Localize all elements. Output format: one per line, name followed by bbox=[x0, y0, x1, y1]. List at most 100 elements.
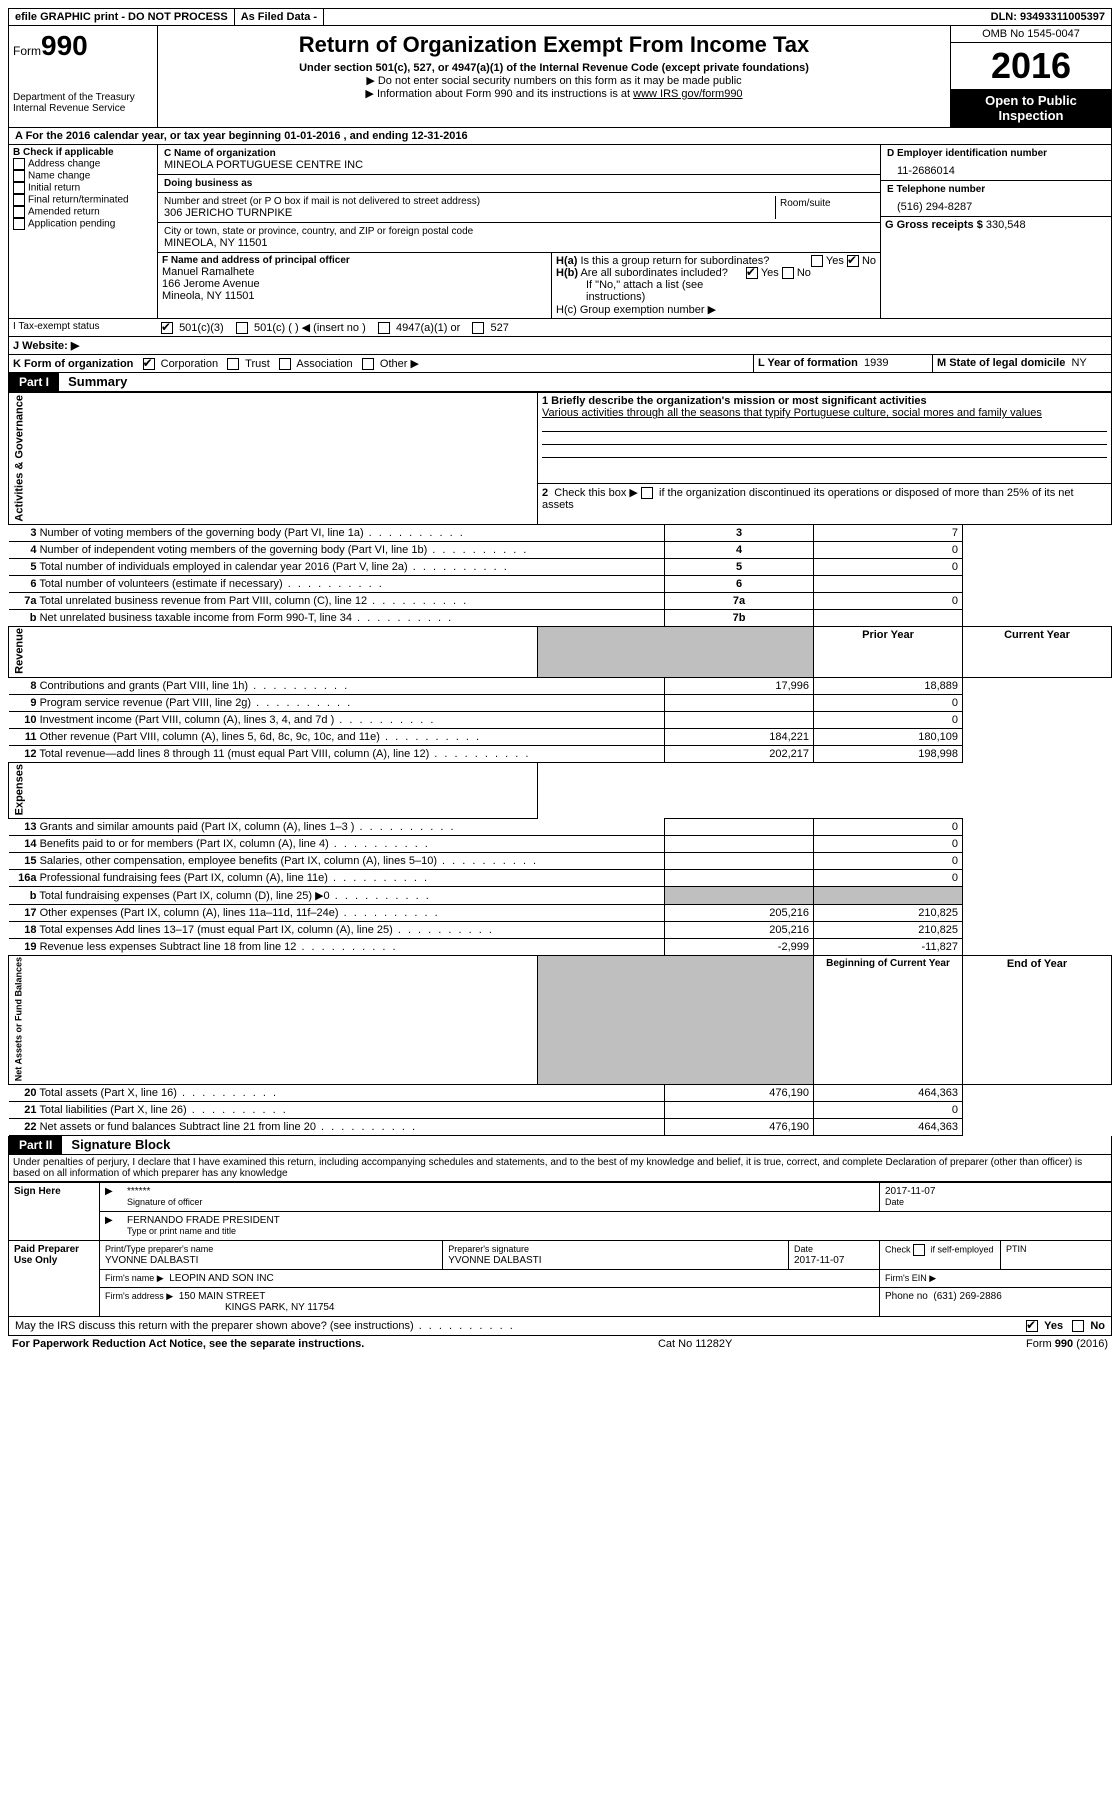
i-501c3[interactable] bbox=[161, 322, 173, 334]
row-a-tax-year: A For the 2016 calendar year, or tax yea… bbox=[8, 128, 1112, 145]
sig-officer-label: Signature of officer bbox=[127, 1197, 202, 1207]
officer-addr1: 166 Jerome Avenue bbox=[162, 278, 547, 290]
asfiled-label: As Filed Data - bbox=[235, 9, 324, 25]
firm-ein: Firm's EIN ▶ bbox=[880, 1270, 1112, 1288]
b-checkbox[interactable] bbox=[13, 206, 25, 218]
i-options: 501(c)(3) 501(c) ( ) ◀ (insert no ) 4947… bbox=[157, 319, 1111, 336]
firm-addr1: 150 MAIN STREET bbox=[179, 1291, 266, 1302]
phone-label: E Telephone number bbox=[887, 184, 1105, 195]
b-checkbox[interactable] bbox=[13, 158, 25, 170]
footer-right: Form 990 (2016) bbox=[1026, 1338, 1108, 1350]
form-subtitle: Under section 501(c), 527, or 4947(a)(1)… bbox=[166, 62, 942, 74]
b-item: Amended return bbox=[13, 206, 153, 218]
footer-left: For Paperwork Reduction Act Notice, see … bbox=[12, 1338, 364, 1350]
q2-checkbox[interactable] bbox=[641, 487, 653, 499]
prep-name-label: Print/Type preparer's name bbox=[105, 1244, 213, 1254]
type-name-label: Type or print name and title bbox=[127, 1226, 236, 1236]
b-item: Final return/terminated bbox=[13, 194, 153, 206]
ha-yes[interactable] bbox=[811, 255, 823, 267]
i-527[interactable] bbox=[472, 322, 484, 334]
b-checkbox[interactable] bbox=[13, 170, 25, 182]
org-name-label: C Name of organization bbox=[164, 148, 874, 159]
sig-stars: ****** bbox=[127, 1186, 150, 1197]
h-b: H(b) Are all subordinates included? Yes … bbox=[556, 267, 876, 279]
col-bcy: Beginning of Current Year bbox=[814, 955, 963, 1084]
irs-discuss-q: May the IRS discuss this return with the… bbox=[15, 1320, 1026, 1332]
footer: For Paperwork Reduction Act Notice, see … bbox=[8, 1336, 1112, 1352]
hb-no[interactable] bbox=[782, 267, 794, 279]
topbar: efile GRAPHIC print - DO NOT PROCESS As … bbox=[8, 8, 1112, 26]
street-value: 306 JERICHO TURNPIKE bbox=[164, 207, 775, 219]
irs-label: Internal Revenue Service bbox=[13, 103, 153, 114]
dba-label: Doing business as bbox=[164, 178, 874, 189]
firm-name: LEOPIN AND SON INC bbox=[169, 1273, 273, 1284]
k-form-org: K Form of organization Corporation Trust… bbox=[9, 355, 753, 372]
room-label: Room/suite bbox=[780, 198, 870, 209]
prep-sig-label: Preparer's signature bbox=[448, 1244, 529, 1254]
irs-link[interactable]: www IRS gov/form990 bbox=[633, 88, 742, 100]
check-self: Check if self-employed bbox=[880, 1241, 1001, 1270]
irs-no[interactable] bbox=[1072, 1320, 1084, 1332]
footer-mid: Cat No 11282Y bbox=[658, 1338, 732, 1350]
gov-label: Activities & Governance bbox=[9, 393, 538, 525]
part1-header: Part I bbox=[9, 373, 59, 391]
note-ssn: ▶ Do not enter social security numbers o… bbox=[166, 74, 942, 87]
paid-preparer: Paid Preparer Use Only bbox=[9, 1241, 100, 1317]
q1-value: Various activities through all the seaso… bbox=[542, 407, 1042, 419]
note-instructions: ▶ Information about Form 990 and its ins… bbox=[166, 87, 942, 100]
dept-treasury: Department of the Treasury bbox=[13, 92, 153, 103]
l-year: L Year of formation 1939 bbox=[753, 355, 932, 372]
part2-header: Part II bbox=[9, 1136, 62, 1154]
firm-addr-label: Firm's address ▶ bbox=[105, 1291, 173, 1301]
col-b-checkboxes: B Check if applicable Address changeName… bbox=[9, 145, 158, 318]
phone-no-label: Phone no bbox=[885, 1291, 928, 1302]
form-header: Form990 Department of the Treasury Inter… bbox=[8, 26, 1112, 128]
firm-addr2: KINGS PARK, NY 11754 bbox=[105, 1302, 335, 1313]
rev-label: Revenue bbox=[9, 626, 538, 677]
b-item: Application pending bbox=[13, 218, 153, 230]
b-item: Name change bbox=[13, 170, 153, 182]
i-label: I Tax-exempt status bbox=[9, 319, 157, 336]
k-trust[interactable] bbox=[227, 358, 239, 370]
col-eoy: End of Year bbox=[963, 955, 1112, 1084]
ptin-label: PTIN bbox=[1001, 1241, 1112, 1270]
irs-yes[interactable] bbox=[1026, 1320, 1038, 1332]
k-other[interactable] bbox=[362, 358, 374, 370]
k-assoc[interactable] bbox=[279, 358, 291, 370]
self-employed-checkbox[interactable] bbox=[913, 1244, 925, 1256]
signature-table: Sign Here ▶ ****** Signature of officer … bbox=[8, 1182, 1112, 1317]
h-c: H(c) Group exemption number ▶ bbox=[556, 303, 876, 316]
q1-label: 1 Briefly describe the organization's mi… bbox=[542, 395, 927, 407]
ein-label: D Employer identification number bbox=[887, 148, 1105, 159]
officer-name: Manuel Ramalhete bbox=[162, 266, 547, 278]
m-state: M State of legal domicile NY bbox=[932, 355, 1111, 372]
col-curr: Current Year bbox=[963, 626, 1112, 677]
j-website: J Website: ▶ bbox=[9, 337, 83, 354]
exp-label: Expenses bbox=[9, 762, 538, 818]
b-item: Initial return bbox=[13, 182, 153, 194]
form-title: Return of Organization Exempt From Incom… bbox=[166, 32, 942, 58]
section-bcd: B Check if applicable Address changeName… bbox=[8, 145, 1112, 319]
officer-name-title: FERNANDO FRADE PRESIDENT bbox=[127, 1215, 280, 1226]
k-corp[interactable] bbox=[143, 358, 155, 370]
tax-year: 2016 bbox=[951, 43, 1111, 89]
sig-date: 2017-11-07 bbox=[885, 1186, 935, 1197]
city-value: MINEOLA, NY 11501 bbox=[164, 237, 874, 249]
i-501c[interactable] bbox=[236, 322, 248, 334]
prep-date: 2017-11-07 bbox=[794, 1255, 844, 1266]
open-inspection: Open to PublicInspection bbox=[951, 89, 1111, 127]
summary-table: Activities & Governance 1 Briefly descri… bbox=[8, 392, 1112, 1136]
b-checkbox[interactable] bbox=[13, 182, 25, 194]
firm-name-label: Firm's name ▶ bbox=[105, 1273, 164, 1283]
b-checkbox[interactable] bbox=[13, 218, 25, 230]
ha-no[interactable] bbox=[847, 255, 859, 267]
b-checkbox[interactable] bbox=[13, 194, 25, 206]
officer-addr2: Mineola, NY 11501 bbox=[162, 290, 547, 302]
part1-title: Summary bbox=[62, 374, 127, 389]
h-b-note: If "No," attach a list (see instructions… bbox=[556, 279, 876, 303]
part2-title: Signature Block bbox=[65, 1137, 170, 1152]
ein-value: 11-2686014 bbox=[887, 159, 1105, 177]
sign-here: Sign Here bbox=[9, 1183, 100, 1241]
hb-yes[interactable] bbox=[746, 267, 758, 279]
i-4947[interactable] bbox=[378, 322, 390, 334]
